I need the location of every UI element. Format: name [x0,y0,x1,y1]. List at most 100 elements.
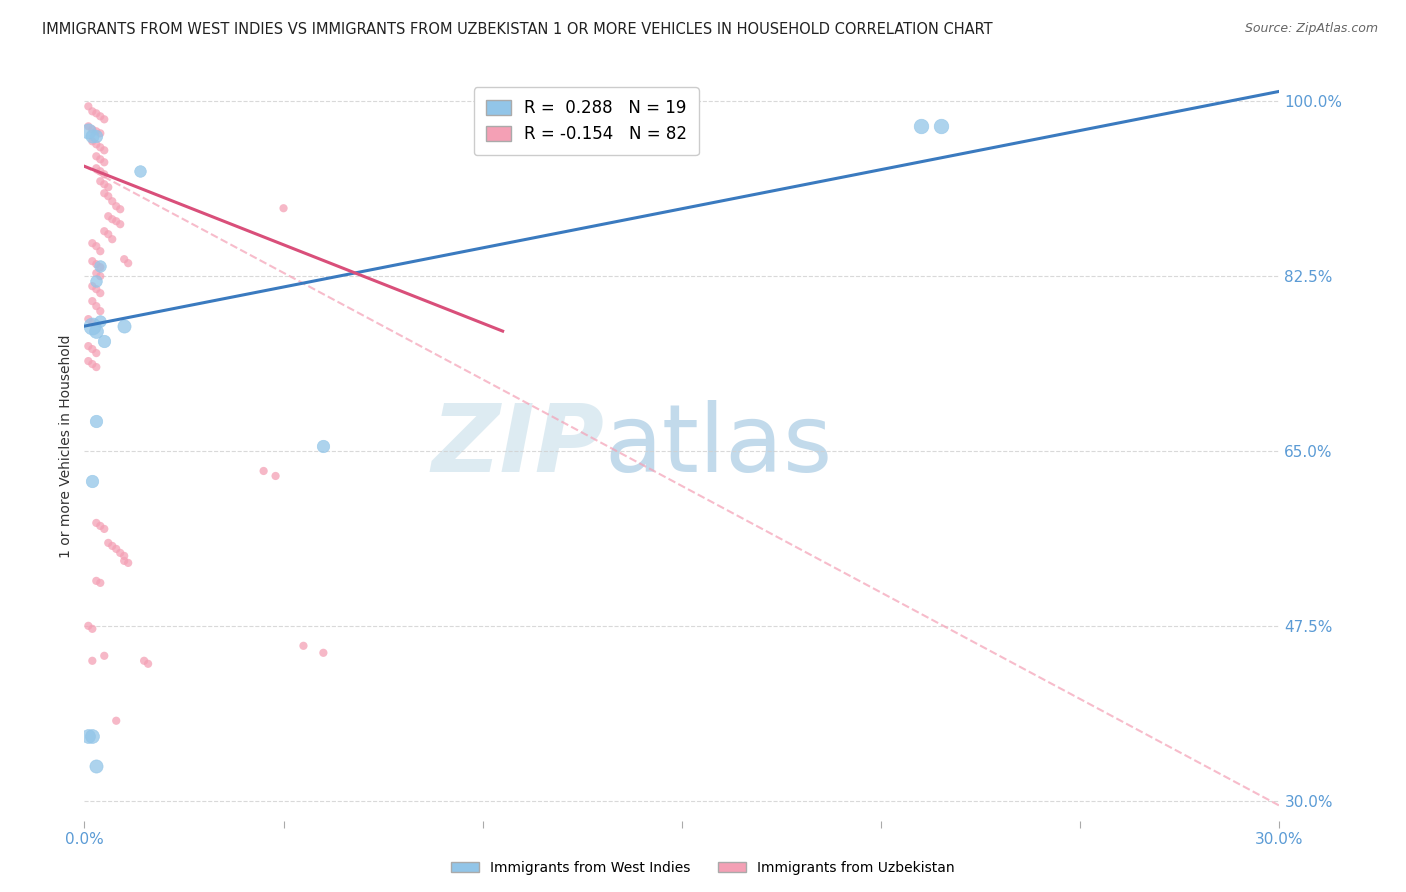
Point [86,516,108,530]
Y-axis label: 1 or more Vehicles in Household: 1 or more Vehicles in Household [59,334,73,558]
Point [89,260,111,275]
Point [86,324,108,338]
Point [86,239,108,253]
Point [89,244,111,259]
Point [77,120,100,134]
Text: IMMIGRANTS FROM WEST INDIES VS IMMIGRANTS FROM UZBEKISTAN 1 OR MORE VEHICLES IN : IMMIGRANTS FROM WEST INDIES VS IMMIGRANT… [42,22,993,37]
Point [110,217,132,231]
Point [292,639,315,653]
Point [82,254,104,268]
Point [82,236,104,251]
Point [77,339,100,353]
Point [910,120,932,134]
Point [82,622,104,636]
Point [93,522,115,536]
Point [86,129,108,144]
Point [112,554,135,568]
Point [82,122,104,136]
Point [101,194,124,209]
Point [77,729,100,743]
Point [89,575,111,590]
Point [82,474,104,488]
Point [82,319,104,334]
Point [93,112,115,127]
Point [112,252,135,267]
Point [105,541,128,556]
Point [89,259,111,273]
Point [89,519,111,533]
Point [86,124,108,138]
Point [264,469,287,483]
Point [105,199,128,213]
Point [86,149,108,163]
Point [112,549,135,563]
Point [77,619,100,633]
Point [86,257,108,271]
Point [117,556,139,570]
Point [136,657,159,671]
Point [312,439,335,453]
Point [97,180,120,194]
Point [97,536,120,550]
Point [86,346,108,360]
Point [93,648,115,663]
Point [101,539,124,553]
Point [82,342,104,356]
Point [93,224,115,238]
Point [86,299,108,313]
Text: atlas: atlas [605,400,832,492]
Point [86,574,108,588]
Point [82,654,104,668]
Point [97,209,120,223]
Point [253,464,276,478]
Point [93,186,115,201]
Point [86,282,108,296]
Point [105,214,128,228]
Point [89,109,111,123]
Legend: Immigrants from West Indies, Immigrants from Uzbekistan: Immigrants from West Indies, Immigrants … [446,855,960,880]
Point [112,319,135,334]
Point [101,232,124,246]
Text: ZIP: ZIP [432,400,605,492]
Point [86,161,108,176]
Point [129,164,152,178]
Point [86,414,108,428]
Point [110,546,132,560]
Point [273,201,295,215]
Point [89,286,111,301]
Point [77,99,100,113]
Point [82,104,104,119]
Point [89,174,111,188]
Point [312,646,335,660]
Point [82,294,104,309]
Point [77,354,100,368]
Point [89,153,111,167]
Point [82,134,104,148]
Point [82,129,104,144]
Point [82,316,104,330]
Point [89,126,111,140]
Point [89,304,111,318]
Point [86,360,108,375]
Point [132,654,156,668]
Point [77,312,100,326]
Point [110,202,132,217]
Point [82,729,104,743]
Point [93,155,115,169]
Point [929,120,952,134]
Point [93,143,115,157]
Point [101,212,124,227]
Point [86,137,108,152]
Point [97,189,120,203]
Legend: R =  0.288   N = 19, R = -0.154   N = 82: R = 0.288 N = 19, R = -0.154 N = 82 [474,87,699,155]
Point [89,164,111,178]
Point [82,279,104,293]
Point [89,269,111,284]
Point [89,140,111,154]
Point [105,714,128,728]
Point [97,227,120,242]
Point [86,758,108,772]
Point [93,167,115,181]
Point [93,178,115,192]
Point [117,256,139,270]
